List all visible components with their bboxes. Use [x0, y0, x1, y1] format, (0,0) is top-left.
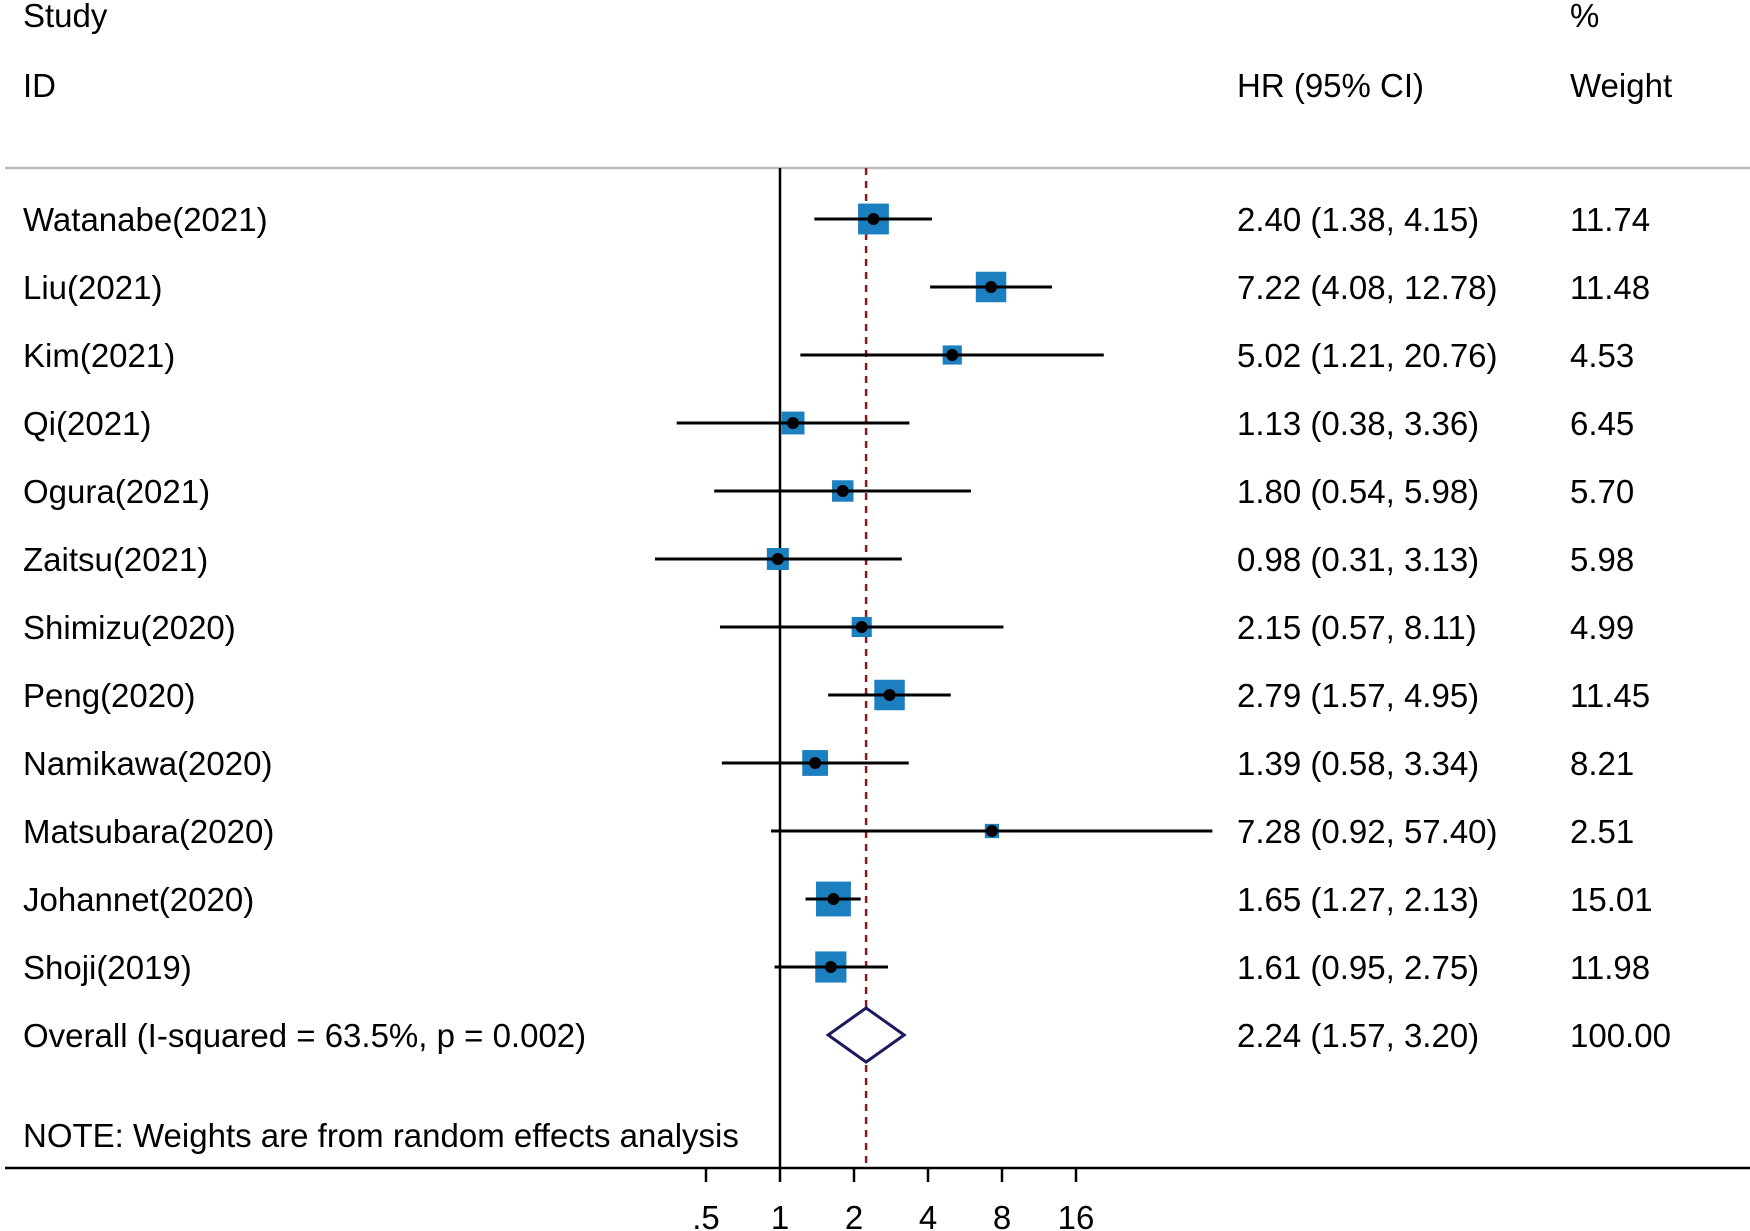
- header-study: Study: [23, 0, 108, 34]
- overall-row: Overall (I-squared = 63.5%, p = 0.002) 2.…: [23, 1006, 1671, 1064]
- study-hr-ci: 1.61 (0.95, 2.75): [1237, 949, 1479, 986]
- point-estimate: [985, 825, 998, 837]
- study-label: Liu(2021): [23, 269, 162, 306]
- point-estimate: [985, 281, 998, 293]
- header-id: ID: [23, 67, 56, 104]
- study-row: Namikawa(2020) 1.39 (0.58, 3.34) 8.21: [23, 745, 1634, 782]
- study-hr-ci: 1.39 (0.58, 3.34): [1237, 745, 1479, 782]
- study-row: Matsubara(2020) 7.28 (0.92, 57.40) 2.51: [23, 813, 1634, 850]
- study-weight: 11.45: [1570, 677, 1650, 714]
- study-weight: 4.99: [1570, 609, 1634, 646]
- point-estimate: [836, 485, 849, 497]
- study-label: Peng(2020): [23, 677, 195, 714]
- study-hr-ci: 2.79 (1.57, 4.95): [1237, 677, 1479, 714]
- point-estimate: [867, 213, 880, 225]
- study-label: Shimizu(2020): [23, 609, 236, 646]
- study-label: Watanabe(2021): [23, 201, 268, 238]
- study-weight: 5.70: [1570, 473, 1634, 510]
- study-hr-ci: 0.98 (0.31, 3.13): [1237, 541, 1479, 578]
- point-estimate: [787, 417, 800, 429]
- point-estimate: [827, 893, 840, 905]
- study-weight: 11.98: [1570, 949, 1650, 986]
- study-row: Zaitsu(2021) 0.98 (0.31, 3.13) 5.98: [23, 541, 1634, 578]
- study-row: Liu(2021) 7.22 (4.08, 12.78) 11.48: [23, 269, 1650, 306]
- point-estimate: [883, 689, 896, 701]
- point-estimate: [855, 621, 868, 633]
- x-tick-label: 8: [993, 1199, 1011, 1231]
- plot-area: Watanabe(2021) 2.40 (1.38, 4.15) 11.74 Liu(…: [23, 168, 1671, 1168]
- header-percent: %: [1570, 0, 1599, 34]
- study-weight: 5.98: [1570, 541, 1634, 578]
- study-row: Johannet(2020) 1.65 (1.27, 2.13) 15.01: [23, 881, 1653, 918]
- header-hr: HR (95% CI): [1237, 67, 1424, 104]
- study-label: Shoji(2019): [23, 949, 192, 986]
- study-weight: 2.51: [1570, 813, 1634, 850]
- study-label: Johannet(2020): [23, 881, 254, 918]
- x-axis-ticks: .5 1 2 4 8 16: [692, 1168, 1094, 1231]
- study-row: Peng(2020) 2.79 (1.57, 4.95) 11.45: [23, 677, 1650, 714]
- overall-weight: 100.00: [1570, 1017, 1671, 1054]
- study-label: Qi(2021): [23, 405, 151, 442]
- overall-diamond: [825, 1006, 907, 1064]
- study-label: Namikawa(2020): [23, 745, 272, 782]
- overall-hr-ci: 2.24 (1.57, 3.20): [1237, 1017, 1479, 1054]
- study-label: Ogura(2021): [23, 473, 210, 510]
- study-weight: 11.74: [1570, 201, 1650, 238]
- point-estimate: [809, 757, 822, 769]
- x-tick-label: 16: [1058, 1199, 1095, 1231]
- point-estimate: [946, 349, 959, 361]
- x-tick-label: 2: [845, 1199, 863, 1231]
- study-row: Kim(2021) 5.02 (1.21, 20.76) 4.53: [23, 337, 1634, 374]
- header-weight: Weight: [1570, 67, 1672, 104]
- overall-label: Overall (I-squared = 63.5%, p = 0.002): [23, 1017, 586, 1054]
- study-hr-ci: 1.65 (1.27, 2.13): [1237, 881, 1479, 918]
- x-tick-label: .5: [692, 1199, 720, 1231]
- study-label: Matsubara(2020): [23, 813, 274, 850]
- point-estimate: [771, 553, 784, 565]
- study-weight: 6.45: [1570, 405, 1634, 442]
- study-hr-ci: 1.80 (0.54, 5.98): [1237, 473, 1479, 510]
- study-hr-ci: 7.22 (4.08, 12.78): [1237, 269, 1498, 306]
- study-hr-ci: 2.15 (0.57, 8.11): [1237, 609, 1477, 646]
- study-row: Watanabe(2021) 2.40 (1.38, 4.15) 11.74: [23, 201, 1650, 238]
- study-row: Ogura(2021) 1.80 (0.54, 5.98) 5.70: [23, 473, 1634, 510]
- study-label: Kim(2021): [23, 337, 175, 374]
- study-hr-ci: 5.02 (1.21, 20.76): [1237, 337, 1498, 374]
- point-estimate: [824, 961, 837, 973]
- study-row: Shimizu(2020) 2.15 (0.57, 8.11) 4.99: [23, 609, 1634, 646]
- study-hr-ci: 2.40 (1.38, 4.15): [1237, 201, 1479, 238]
- study-label: Zaitsu(2021): [23, 541, 208, 578]
- study-row: Shoji(2019) 1.61 (0.95, 2.75) 11.98: [23, 949, 1650, 986]
- study-weight: 4.53: [1570, 337, 1634, 374]
- study-weight: 8.21: [1570, 745, 1634, 782]
- study-row: Qi(2021) 1.13 (0.38, 3.36) 6.45: [23, 405, 1634, 442]
- x-tick-label: 4: [919, 1199, 937, 1231]
- study-hr-ci: 1.13 (0.38, 3.36): [1237, 405, 1479, 442]
- study-weight: 11.48: [1570, 269, 1650, 306]
- study-hr-ci: 7.28 (0.92, 57.40): [1237, 813, 1498, 850]
- note-text: NOTE: Weights are from random effects an…: [23, 1117, 739, 1154]
- study-weight: 15.01: [1570, 881, 1653, 918]
- x-tick-label: 1: [771, 1199, 789, 1231]
